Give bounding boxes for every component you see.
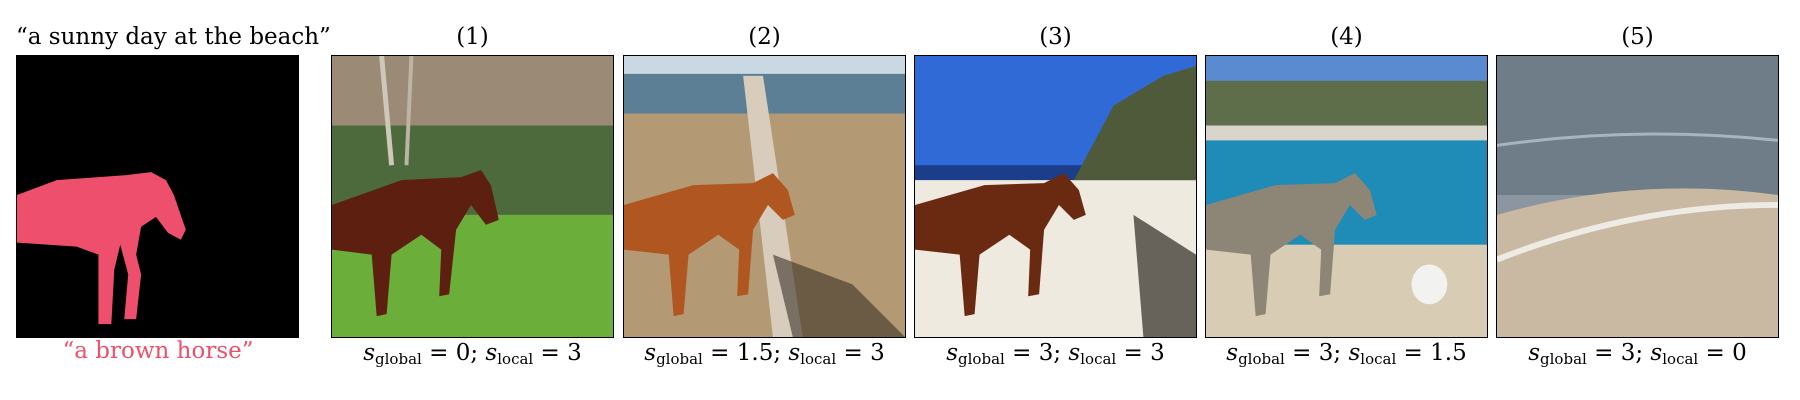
local-prompt-caption: “a brown horse”: [62, 338, 254, 364]
panel-params-2: sglobal = 1.5; slocal = 3: [644, 340, 885, 368]
panel-params-5: sglobal = 3; slocal = 0: [1528, 340, 1747, 368]
panel-label-2: (2): [748, 24, 781, 50]
panel-label-4: (4): [1330, 24, 1363, 50]
generated-image-1: [331, 55, 614, 338]
panel-params-1: sglobal = 0; slocal = 3: [363, 340, 582, 368]
generated-image-4: [1205, 55, 1488, 338]
generated-image-3: [914, 55, 1197, 338]
panel-params-4: sglobal = 3; slocal = 1.5: [1226, 340, 1467, 368]
panel-params-3: sglobal = 3; slocal = 3: [946, 340, 1165, 368]
segmentation-mask-image: [16, 55, 299, 338]
global-prompt-caption: “a sunny day at the beach”: [16, 24, 331, 50]
panel-label-5: (5): [1621, 24, 1654, 50]
generated-image-2: [623, 55, 906, 338]
panel-label-1: (1): [456, 24, 489, 50]
horse-mask-shape: [17, 56, 298, 337]
generated-image-5: [1496, 55, 1779, 338]
panel-label-3: (3): [1039, 24, 1072, 50]
